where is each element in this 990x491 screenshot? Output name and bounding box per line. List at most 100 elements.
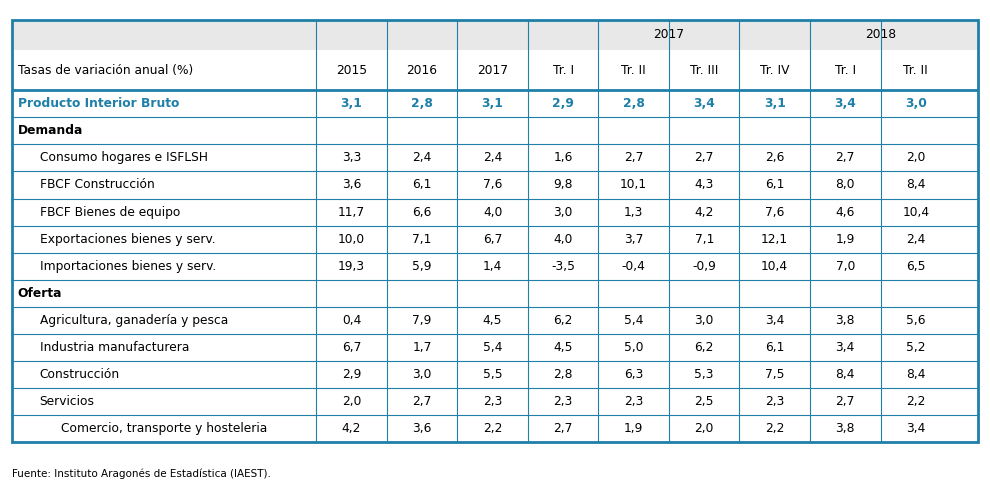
Text: Construcción: Construcción bbox=[40, 368, 120, 381]
Text: 2,5: 2,5 bbox=[694, 395, 714, 408]
Text: 2,7: 2,7 bbox=[553, 422, 573, 435]
Text: 3,4: 3,4 bbox=[835, 97, 856, 110]
Text: Fuente: Instituto Aragonés de Estadística (IAEST).: Fuente: Instituto Aragonés de Estadístic… bbox=[12, 468, 270, 479]
Text: 3,8: 3,8 bbox=[836, 422, 855, 435]
Text: Importaciones bienes y serv.: Importaciones bienes y serv. bbox=[40, 260, 216, 273]
Text: Comercio, transporte y hosteleria: Comercio, transporte y hosteleria bbox=[61, 422, 267, 435]
Text: 4,3: 4,3 bbox=[695, 179, 714, 191]
Text: 4,6: 4,6 bbox=[836, 206, 855, 218]
Text: Tasas de variación anual (%): Tasas de variación anual (%) bbox=[18, 64, 193, 77]
Text: 2,2: 2,2 bbox=[765, 422, 784, 435]
Text: 11,7: 11,7 bbox=[338, 206, 365, 218]
Text: 2,3: 2,3 bbox=[624, 395, 644, 408]
Text: 2,3: 2,3 bbox=[483, 395, 502, 408]
Text: 5,3: 5,3 bbox=[694, 368, 714, 381]
Text: 9,8: 9,8 bbox=[553, 179, 573, 191]
Text: 3,0: 3,0 bbox=[695, 314, 714, 327]
Text: Servicios: Servicios bbox=[40, 395, 95, 408]
Text: 1,6: 1,6 bbox=[553, 151, 573, 164]
Text: 2,8: 2,8 bbox=[553, 368, 573, 381]
Text: 2,4: 2,4 bbox=[483, 151, 502, 164]
Text: 6,3: 6,3 bbox=[624, 368, 644, 381]
Text: 1,9: 1,9 bbox=[624, 422, 644, 435]
Text: 19,3: 19,3 bbox=[338, 260, 365, 273]
Text: FBCF Construcción: FBCF Construcción bbox=[40, 179, 154, 191]
Text: 2015: 2015 bbox=[336, 64, 367, 77]
Text: 7,1: 7,1 bbox=[695, 233, 714, 246]
Text: 2,0: 2,0 bbox=[906, 151, 926, 164]
Text: 2,0: 2,0 bbox=[695, 422, 714, 435]
Text: 7,0: 7,0 bbox=[836, 260, 855, 273]
Text: 1,4: 1,4 bbox=[483, 260, 502, 273]
Text: 8,0: 8,0 bbox=[836, 179, 855, 191]
Text: 8,4: 8,4 bbox=[836, 368, 855, 381]
Text: 2,7: 2,7 bbox=[836, 151, 855, 164]
Text: 2,3: 2,3 bbox=[553, 395, 573, 408]
Text: 5,4: 5,4 bbox=[624, 314, 644, 327]
Text: 2,7: 2,7 bbox=[624, 151, 644, 164]
Text: 2,9: 2,9 bbox=[552, 97, 574, 110]
Text: 6,1: 6,1 bbox=[765, 341, 784, 354]
Text: 2,3: 2,3 bbox=[765, 395, 784, 408]
Text: 6,7: 6,7 bbox=[483, 233, 502, 246]
Text: 10,4: 10,4 bbox=[761, 260, 788, 273]
Text: 4,5: 4,5 bbox=[553, 341, 573, 354]
Text: 3,4: 3,4 bbox=[693, 97, 715, 110]
Text: 3,8: 3,8 bbox=[836, 314, 855, 327]
Text: Consumo hogares e ISFLSH: Consumo hogares e ISFLSH bbox=[40, 151, 208, 164]
Text: 3,6: 3,6 bbox=[342, 179, 361, 191]
Text: 1,9: 1,9 bbox=[836, 233, 855, 246]
Text: 3,4: 3,4 bbox=[906, 422, 926, 435]
Text: -3,5: -3,5 bbox=[551, 260, 575, 273]
Text: 3,1: 3,1 bbox=[482, 97, 504, 110]
Text: 2,4: 2,4 bbox=[906, 233, 926, 246]
Text: 6,7: 6,7 bbox=[342, 341, 361, 354]
Text: 3,3: 3,3 bbox=[342, 151, 361, 164]
Text: 5,5: 5,5 bbox=[483, 368, 502, 381]
Text: 3,7: 3,7 bbox=[624, 233, 644, 246]
Text: 5,6: 5,6 bbox=[906, 314, 926, 327]
Text: 8,4: 8,4 bbox=[906, 179, 926, 191]
Text: FBCF Bienes de equipo: FBCF Bienes de equipo bbox=[40, 206, 180, 218]
Text: 2,8: 2,8 bbox=[411, 97, 433, 110]
Text: -0,9: -0,9 bbox=[692, 260, 716, 273]
Text: 6,6: 6,6 bbox=[413, 206, 432, 218]
Text: 2,8: 2,8 bbox=[623, 97, 644, 110]
Text: 7,9: 7,9 bbox=[413, 314, 432, 327]
Text: 5,2: 5,2 bbox=[906, 341, 926, 354]
Text: 7,1: 7,1 bbox=[413, 233, 432, 246]
Text: 3,4: 3,4 bbox=[765, 314, 784, 327]
Bar bbox=[12, 20, 978, 50]
Text: 4,0: 4,0 bbox=[553, 233, 573, 246]
Text: 6,2: 6,2 bbox=[553, 314, 573, 327]
Text: 2016: 2016 bbox=[407, 64, 438, 77]
Text: 2017: 2017 bbox=[653, 28, 684, 41]
Text: Industria manufacturera: Industria manufacturera bbox=[40, 341, 189, 354]
Text: Producto Interior Bruto: Producto Interior Bruto bbox=[18, 97, 179, 110]
Text: 6,1: 6,1 bbox=[413, 179, 432, 191]
Text: 8,4: 8,4 bbox=[906, 368, 926, 381]
Text: 2,6: 2,6 bbox=[765, 151, 784, 164]
Text: 2,2: 2,2 bbox=[906, 395, 926, 408]
Text: Demanda: Demanda bbox=[18, 124, 83, 137]
Text: 2,9: 2,9 bbox=[342, 368, 361, 381]
Text: Tr. I: Tr. I bbox=[552, 64, 573, 77]
Text: 3,1: 3,1 bbox=[764, 97, 786, 110]
Text: 0,4: 0,4 bbox=[342, 314, 361, 327]
Text: 3,0: 3,0 bbox=[905, 97, 927, 110]
Text: 1,3: 1,3 bbox=[624, 206, 644, 218]
Text: 4,0: 4,0 bbox=[483, 206, 502, 218]
Text: 4,2: 4,2 bbox=[342, 422, 361, 435]
Text: 7,6: 7,6 bbox=[483, 179, 502, 191]
Text: 10,1: 10,1 bbox=[620, 179, 647, 191]
Text: 6,5: 6,5 bbox=[906, 260, 926, 273]
Text: 12,1: 12,1 bbox=[761, 233, 788, 246]
Text: 2018: 2018 bbox=[865, 28, 896, 41]
Text: 2,2: 2,2 bbox=[483, 422, 502, 435]
Text: Exportaciones bienes y serv.: Exportaciones bienes y serv. bbox=[40, 233, 215, 246]
Text: 1,7: 1,7 bbox=[413, 341, 432, 354]
Text: 3,4: 3,4 bbox=[836, 341, 855, 354]
Text: 2,7: 2,7 bbox=[695, 151, 714, 164]
Text: 7,5: 7,5 bbox=[765, 368, 784, 381]
Text: 10,0: 10,0 bbox=[338, 233, 365, 246]
